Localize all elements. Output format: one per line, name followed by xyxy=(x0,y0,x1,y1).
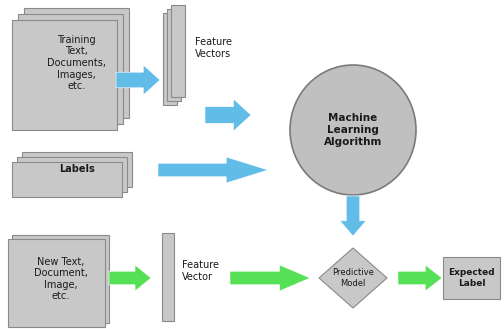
FancyBboxPatch shape xyxy=(22,152,132,187)
Text: Machine
Learning
Algorithm: Machine Learning Algorithm xyxy=(324,114,382,147)
FancyBboxPatch shape xyxy=(8,239,105,327)
Polygon shape xyxy=(158,157,268,183)
FancyBboxPatch shape xyxy=(443,257,500,299)
FancyBboxPatch shape xyxy=(12,20,117,130)
Text: Feature
Vector: Feature Vector xyxy=(182,260,219,282)
Text: Predictive
Model: Predictive Model xyxy=(332,268,374,288)
Text: Labels: Labels xyxy=(59,164,95,174)
Text: Expected
Label: Expected Label xyxy=(448,268,495,288)
Polygon shape xyxy=(109,265,151,291)
Polygon shape xyxy=(319,248,387,308)
Text: Training
Text,
Documents,
Images,
etc.: Training Text, Documents, Images, etc. xyxy=(47,35,106,91)
FancyBboxPatch shape xyxy=(24,8,129,118)
Text: New Text,
Document,
Image,
etc.: New Text, Document, Image, etc. xyxy=(34,257,87,301)
FancyBboxPatch shape xyxy=(12,162,122,197)
FancyBboxPatch shape xyxy=(17,157,127,192)
Ellipse shape xyxy=(290,65,416,195)
Polygon shape xyxy=(116,65,160,95)
FancyBboxPatch shape xyxy=(18,14,123,124)
FancyBboxPatch shape xyxy=(171,5,185,97)
FancyBboxPatch shape xyxy=(162,233,174,321)
Polygon shape xyxy=(398,265,442,291)
Polygon shape xyxy=(205,99,251,131)
FancyBboxPatch shape xyxy=(167,9,181,101)
Polygon shape xyxy=(340,196,366,236)
FancyBboxPatch shape xyxy=(163,13,177,105)
FancyBboxPatch shape xyxy=(12,235,109,323)
Text: Feature
Vectors: Feature Vectors xyxy=(195,37,232,59)
Polygon shape xyxy=(230,265,310,291)
